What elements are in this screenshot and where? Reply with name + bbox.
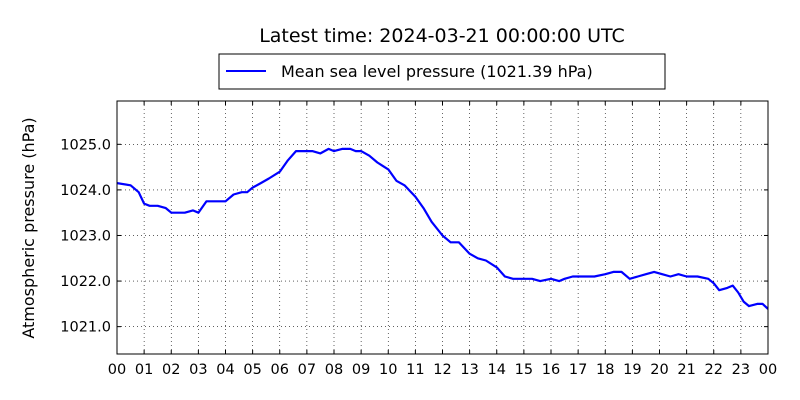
x-tick-label: 02: [162, 362, 180, 378]
x-tick-label: 14: [488, 362, 506, 378]
x-tick-label: 21: [677, 362, 695, 378]
plot-frame: [116, 100, 769, 355]
x-tick-label: 11: [406, 362, 424, 378]
y-tick-label: 1024.0: [60, 183, 111, 199]
x-tick-label: 19: [623, 362, 641, 378]
grid-layer: [117, 101, 768, 354]
x-tick-label: 08: [325, 362, 343, 378]
x-tick-label: 07: [298, 362, 316, 378]
x-tick-label: 18: [596, 362, 614, 378]
x-tick-label: 01: [135, 362, 153, 378]
legend-label: Mean sea level pressure (1021.39 hPa): [281, 62, 593, 81]
legend-frame: [218, 53, 666, 90]
x-tick-label: 04: [216, 362, 234, 378]
x-tick-label: 15: [515, 362, 533, 378]
series-layer: [117, 147, 768, 310]
x-tick-label: 23: [732, 362, 750, 378]
y-tick-label: 1025.0: [60, 137, 111, 153]
legend-box: Mean sea level pressure (1021.39 hPa): [218, 53, 666, 90]
pressure-series-line: [117, 147, 768, 310]
x-tick-label: 06: [271, 362, 289, 378]
x-tick-label: 12: [433, 362, 451, 378]
x-tick-label: 00: [759, 362, 777, 378]
y-tick-label: 1021.0: [60, 320, 111, 336]
y-tick-label: 1023.0: [60, 228, 111, 244]
x-tick-label: 03: [189, 362, 207, 378]
x-tick-label: 20: [650, 362, 668, 378]
x-tick-label: 13: [460, 362, 478, 378]
axis-layer: 00 01 02 03 04 05 06 07 08 09 10 11 12 13 14 15 16 17 18 19…: [60, 100, 777, 378]
x-tick-label: 16: [542, 362, 560, 378]
x-tick-label: 22: [705, 362, 723, 378]
x-tick-label: 17: [569, 362, 587, 378]
chart-title: Latest time: 2024-03-21 00:00:00 UTC: [259, 25, 625, 47]
x-tick-label: 09: [352, 362, 370, 378]
y-axis-label: Atmospheric pressure (hPa): [19, 117, 38, 338]
x-tick-label: 05: [243, 362, 261, 378]
y-tick-label: 1022.0: [60, 274, 111, 290]
x-tick-label: 00: [108, 362, 126, 378]
x-tick-label: 10: [379, 362, 397, 378]
